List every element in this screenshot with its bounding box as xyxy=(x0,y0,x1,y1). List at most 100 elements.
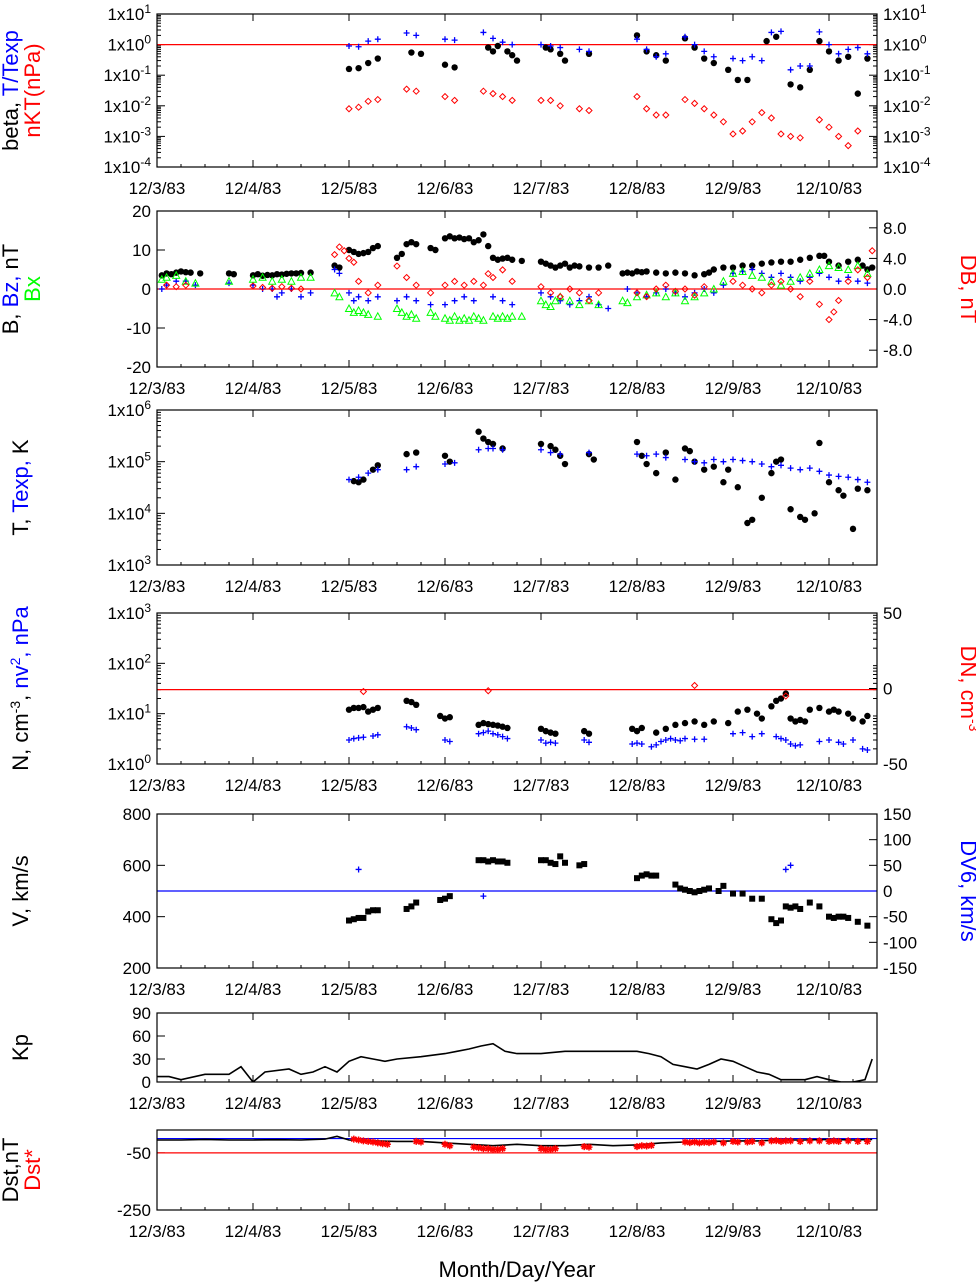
data-point xyxy=(653,53,660,60)
data-point xyxy=(441,235,449,242)
data-point xyxy=(355,866,362,873)
data-point xyxy=(288,270,295,277)
data-point xyxy=(177,268,185,275)
x-tick-label: 12/3/83 xyxy=(129,1222,186,1241)
data-point xyxy=(484,1145,492,1153)
data-point xyxy=(691,718,698,725)
data-point xyxy=(335,292,344,301)
data-point xyxy=(681,270,689,277)
data-point xyxy=(806,62,813,69)
data-point xyxy=(374,907,381,914)
data-point xyxy=(440,313,450,322)
data-point xyxy=(700,1138,708,1146)
plot-frame xyxy=(156,13,878,168)
data-point xyxy=(181,276,191,285)
data-point xyxy=(360,734,367,741)
data-point xyxy=(853,261,863,270)
x-tick-label: 12/4/83 xyxy=(225,776,282,795)
x-tick-label: 12/5/83 xyxy=(321,379,378,398)
data-point xyxy=(725,466,732,473)
data-point xyxy=(840,913,847,920)
x-tick-label: 12/5/83 xyxy=(321,577,378,596)
data-point xyxy=(442,895,448,902)
data-point xyxy=(499,858,506,865)
data-point xyxy=(542,44,549,51)
data-point xyxy=(682,886,688,893)
y-tick-label: 90 xyxy=(132,1004,151,1023)
data-point xyxy=(744,519,751,527)
data-point xyxy=(797,84,804,91)
data-point xyxy=(552,730,559,737)
data-point xyxy=(576,862,583,869)
data-point xyxy=(363,309,373,318)
data-point xyxy=(859,745,866,752)
data-point xyxy=(633,289,641,297)
data-point xyxy=(758,57,765,64)
data-point xyxy=(787,258,794,265)
data-point xyxy=(345,706,353,713)
x-tick-label: 12/7/83 xyxy=(513,1094,570,1113)
data-point xyxy=(537,258,545,265)
data-point xyxy=(720,882,727,889)
data-point xyxy=(834,296,843,305)
data-point xyxy=(576,263,583,270)
data-point xyxy=(306,272,315,281)
data-point xyxy=(772,1137,780,1145)
data-point xyxy=(182,281,190,289)
data-point xyxy=(293,270,300,277)
x-tick-label: 12/8/83 xyxy=(609,179,666,198)
data-point xyxy=(653,451,660,458)
data-point xyxy=(542,727,549,735)
data-point xyxy=(710,1138,718,1146)
data-point xyxy=(682,735,688,742)
y-tick-label-right: -50 xyxy=(883,755,908,774)
data-point xyxy=(162,272,171,281)
data-point xyxy=(354,103,363,111)
y-tick-label: 600 xyxy=(123,856,151,875)
data-point xyxy=(580,1143,588,1151)
data-point xyxy=(360,476,367,483)
y-tick-label-right: 50 xyxy=(883,604,902,623)
data-point xyxy=(374,242,381,250)
data-point xyxy=(643,268,650,275)
data-point xyxy=(686,447,693,455)
data-point xyxy=(806,66,813,74)
data-point xyxy=(542,260,549,267)
x-tick-label: 12/10/83 xyxy=(796,577,862,596)
data-point xyxy=(840,740,847,747)
data-point xyxy=(749,516,756,523)
data-point xyxy=(845,46,852,53)
y-tick-label-right: 1x10-2 xyxy=(883,94,931,116)
x-tick-label: 12/4/83 xyxy=(225,1222,282,1241)
data-point xyxy=(758,715,765,722)
data-point xyxy=(542,740,549,747)
data-point xyxy=(504,735,511,742)
data-point xyxy=(402,85,411,93)
data-point xyxy=(825,1137,833,1145)
data-point xyxy=(187,269,194,276)
data-point xyxy=(776,280,786,289)
y-tick-label: 400 xyxy=(123,908,151,927)
data-point xyxy=(278,271,285,278)
data-point xyxy=(287,276,296,285)
data-point xyxy=(490,730,496,737)
data-point xyxy=(499,733,506,740)
data-point xyxy=(634,740,640,747)
data-point xyxy=(480,435,487,442)
data-point xyxy=(538,289,544,296)
data-point xyxy=(806,274,813,281)
x-tick-label: 12/9/83 xyxy=(705,577,762,596)
data-point xyxy=(517,311,527,320)
y-axis-label-right: DB, nT xyxy=(956,255,976,323)
data-point xyxy=(480,893,487,900)
plot-frame xyxy=(156,409,878,566)
data-point xyxy=(701,466,708,473)
data-point xyxy=(691,41,698,48)
data-point xyxy=(748,118,756,126)
data-point xyxy=(383,1140,391,1148)
data-point xyxy=(786,132,795,141)
data-point xyxy=(643,1142,651,1150)
data-point xyxy=(782,736,789,743)
data-point xyxy=(763,37,770,45)
data-point xyxy=(662,736,669,743)
